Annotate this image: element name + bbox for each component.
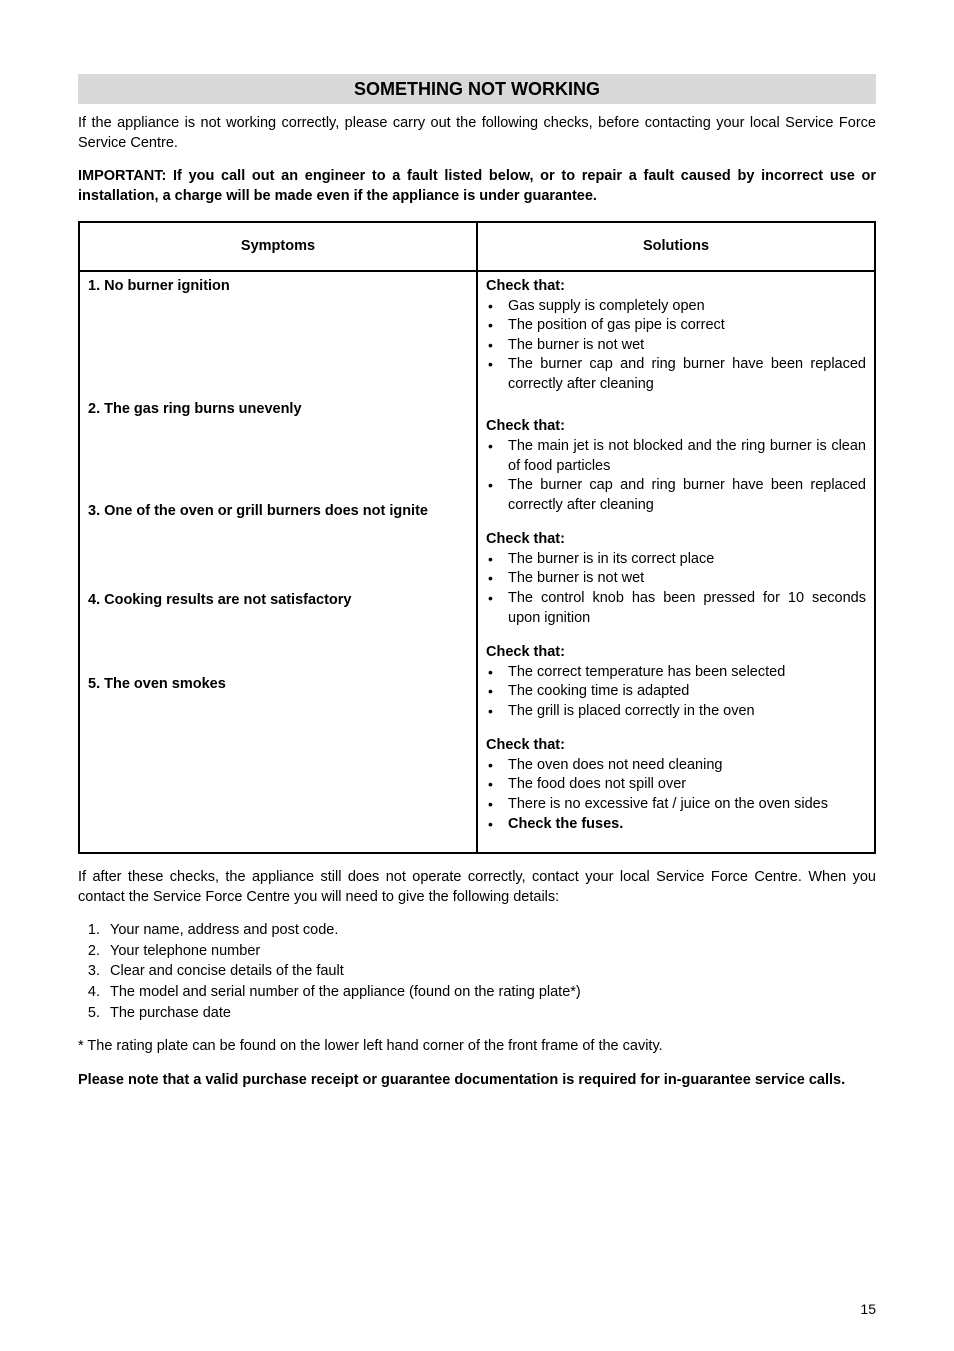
after-table-paragraph: If after these checks, the appliance sti…	[78, 868, 876, 907]
check-that-label: Check that:	[486, 643, 866, 663]
solution-item: The burner is in its correct place	[486, 550, 866, 570]
solution-list: The oven does not need cleaning The food…	[486, 756, 866, 834]
detail-item: Clear and concise details of the fault	[104, 962, 876, 982]
check-that-label: Check that:	[486, 530, 866, 550]
check-that-label: Check that:	[486, 417, 866, 437]
symptom-text: 3. One of the oven or grill burners does…	[88, 502, 468, 522]
rating-plate-footnote: * The rating plate can be found on the l…	[78, 1037, 876, 1057]
header-solutions: Solutions	[477, 222, 875, 272]
solution-list: The main jet is not blocked and the ring…	[486, 437, 866, 515]
document-page: SOMETHING NOT WORKING If the appliance i…	[0, 0, 954, 1351]
symptom-text: 4. Cooking results are not satisfactory	[88, 591, 468, 611]
solution-list: Gas supply is completely open The positi…	[486, 297, 866, 395]
symptom-text: 1. No burner ignition	[88, 277, 468, 297]
solution-item: The oven does not need cleaning	[486, 756, 866, 776]
solution-list: The burner is in its correct place The b…	[486, 550, 866, 628]
solution-item: The burner is not wet	[486, 569, 866, 589]
important-notice: IMPORTANT: If you call out an engineer t…	[78, 167, 876, 206]
solution-item-bold: Check the fuses.	[486, 815, 866, 835]
solution-item: The cooking time is adapted	[486, 682, 866, 702]
troubleshoot-table: Symptoms Solutions 1. No burner ignition…	[78, 221, 876, 855]
solution-item: The grill is placed correctly in the ove…	[486, 702, 866, 722]
table-header-row: Symptoms Solutions	[79, 222, 875, 272]
section-title: SOMETHING NOT WORKING	[78, 74, 876, 104]
solution-item: There is no excessive fat / juice on the…	[486, 795, 866, 815]
solution-item: The control knob has been pressed for 10…	[486, 589, 866, 628]
solution-item: The main jet is not blocked and the ring…	[486, 437, 866, 476]
solution-item: The food does not spill over	[486, 775, 866, 795]
detail-item: The purchase date	[104, 1004, 876, 1024]
detail-item: Your telephone number	[104, 942, 876, 962]
symptoms-column: 1. No burner ignition 2. The gas ring bu…	[79, 271, 477, 853]
solution-item: The burner cap and ring burner have been…	[486, 355, 866, 394]
closing-note: Please note that a valid purchase receip…	[78, 1071, 876, 1091]
page-number: 15	[860, 1300, 876, 1319]
symptom-text: 2. The gas ring burns unevenly	[88, 400, 468, 420]
detail-item: The model and serial number of the appli…	[104, 983, 876, 1003]
symptom-text: 5. The oven smokes	[88, 675, 468, 695]
solution-item: The correct temperature has been selecte…	[486, 663, 866, 683]
check-that-label: Check that:	[486, 736, 866, 756]
solution-item: Gas supply is completely open	[486, 297, 866, 317]
solution-list: The correct temperature has been selecte…	[486, 663, 866, 722]
details-list: Your name, address and post code. Your t…	[78, 921, 876, 1023]
intro-paragraph: If the appliance is not working correctl…	[78, 114, 876, 153]
check-that-label: Check that:	[486, 277, 866, 297]
solutions-column: Check that: Gas supply is completely ope…	[477, 271, 875, 853]
solution-item: The position of gas pipe is correct	[486, 316, 866, 336]
solution-item: The burner cap and ring burner have been…	[486, 476, 866, 515]
header-symptoms: Symptoms	[79, 222, 477, 272]
detail-item: Your name, address and post code.	[104, 921, 876, 941]
solution-item: The burner is not wet	[486, 336, 866, 356]
